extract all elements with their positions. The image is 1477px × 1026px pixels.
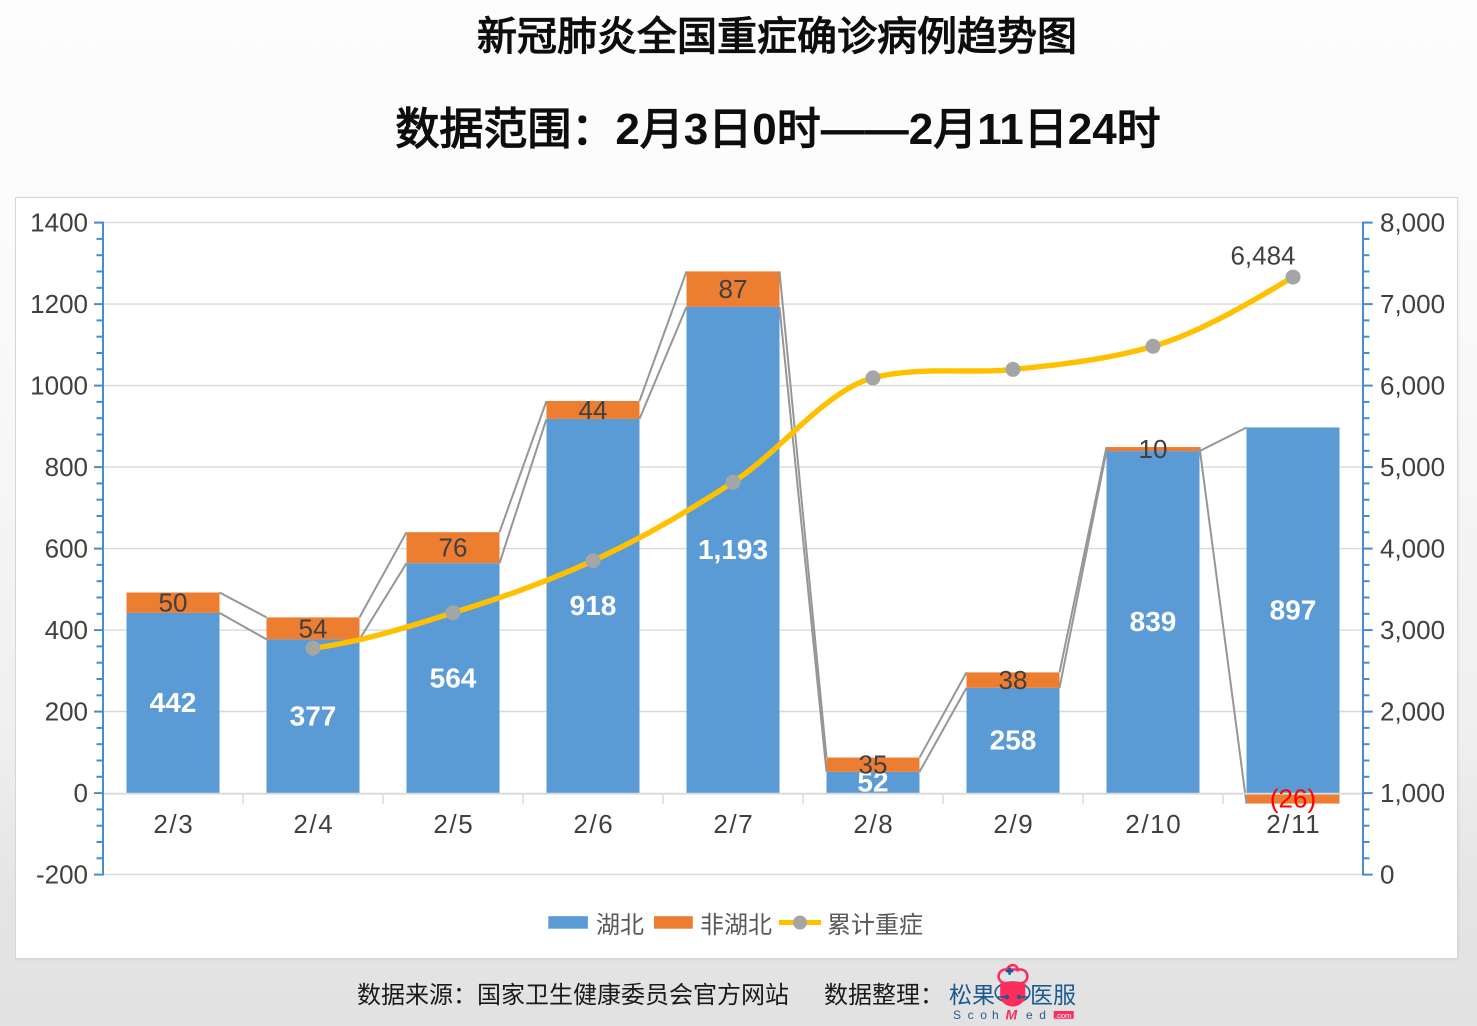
svg-text:377: 377 <box>290 700 337 731</box>
svg-text:2/10: 2/10 <box>1125 809 1182 839</box>
svg-text:(26): (26) <box>1270 783 1316 813</box>
svg-text:10: 10 <box>1139 434 1168 464</box>
svg-text:0: 0 <box>1380 860 1394 890</box>
svg-text:50: 50 <box>159 588 188 618</box>
svg-text:h: h <box>992 1008 1005 1022</box>
svg-text:湖北: 湖北 <box>596 912 644 939</box>
svg-text:7,000: 7,000 <box>1380 289 1445 319</box>
svg-text:1000: 1000 <box>30 371 88 401</box>
svg-text:442: 442 <box>150 687 197 718</box>
svg-text:897: 897 <box>1270 595 1317 626</box>
svg-text:87: 87 <box>719 274 748 304</box>
svg-text:35: 35 <box>859 750 888 780</box>
svg-text:76: 76 <box>439 533 468 563</box>
svg-text:6,000: 6,000 <box>1380 371 1445 401</box>
svg-text:918: 918 <box>570 590 617 621</box>
svg-text:8,000: 8,000 <box>1380 208 1445 238</box>
svg-text:400: 400 <box>45 615 88 645</box>
svg-text:3,000: 3,000 <box>1380 615 1445 645</box>
svg-text:200: 200 <box>45 697 88 727</box>
svg-text:1400: 1400 <box>30 208 88 238</box>
svg-text:564: 564 <box>430 662 477 693</box>
svg-text:M: M <box>1006 1007 1018 1023</box>
svg-text:2/4: 2/4 <box>293 809 334 839</box>
svg-text:2/7: 2/7 <box>713 809 754 839</box>
svg-text:4,000: 4,000 <box>1380 534 1445 564</box>
svg-text:2/6: 2/6 <box>573 809 614 839</box>
svg-text:累计重症: 累计重症 <box>827 912 923 939</box>
svg-text:600: 600 <box>45 534 88 564</box>
svg-text:Sco: Sco <box>953 1008 993 1022</box>
svg-text:数据来源：国家卫生健康委员会官方网站: 数据来源：国家卫生健康委员会官方网站 <box>357 982 789 1009</box>
svg-text:54: 54 <box>299 613 328 643</box>
svg-text:2/8: 2/8 <box>853 809 894 839</box>
svg-text:1,193: 1,193 <box>698 534 768 565</box>
svg-text:非湖北: 非湖北 <box>700 912 772 939</box>
svg-text:-200: -200 <box>36 860 88 890</box>
svg-text:6,484: 6,484 <box>1230 241 1295 271</box>
svg-text:数据整理：: 数据整理： <box>824 982 944 1009</box>
svg-text:2/9: 2/9 <box>993 809 1034 839</box>
svg-text:839: 839 <box>1130 606 1177 637</box>
svg-text:ed: ed <box>1026 1008 1053 1022</box>
svg-text:2/3: 2/3 <box>153 809 194 839</box>
svg-text:0: 0 <box>74 778 88 808</box>
svg-text:44: 44 <box>579 395 608 425</box>
svg-text:松果: 松果 <box>949 982 995 1008</box>
svg-text:2/11: 2/11 <box>1266 809 1321 839</box>
svg-text:2,000: 2,000 <box>1380 697 1445 727</box>
svg-text:800: 800 <box>45 452 88 482</box>
svg-text:1,000: 1,000 <box>1380 778 1445 808</box>
svg-text:医服: 医服 <box>1030 982 1076 1008</box>
svg-text:38: 38 <box>999 665 1028 695</box>
svg-text:.com: .com <box>1055 1011 1071 1020</box>
svg-text:5,000: 5,000 <box>1380 452 1445 482</box>
svg-text:1200: 1200 <box>30 289 88 319</box>
svg-text:52: 52 <box>857 767 888 798</box>
svg-text:2/5: 2/5 <box>433 809 474 839</box>
svg-text:258: 258 <box>990 725 1037 756</box>
